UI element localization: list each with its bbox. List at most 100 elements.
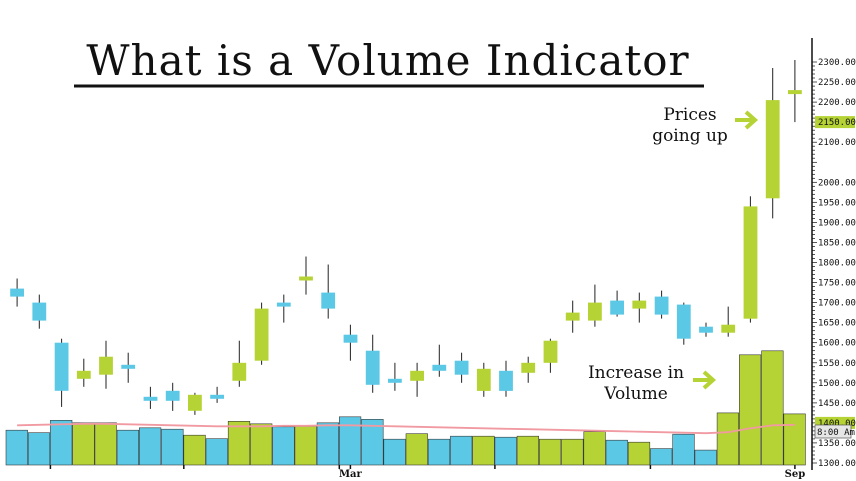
price-tick-label: 1500.00 bbox=[818, 379, 856, 389]
candle-body bbox=[588, 302, 602, 321]
price-tick-label: 1700.00 bbox=[818, 299, 856, 309]
candle bbox=[521, 356, 536, 383]
time-marker-label: 8:00 Am bbox=[817, 428, 855, 438]
volume-bar bbox=[627, 441, 651, 466]
price-candles bbox=[10, 60, 802, 415]
candle bbox=[388, 362, 402, 391]
volume-bar bbox=[338, 416, 362, 466]
candle bbox=[76, 358, 91, 387]
candle bbox=[410, 362, 424, 397]
price-tick-label: 1550.00 bbox=[818, 359, 856, 369]
candle bbox=[165, 382, 180, 411]
candle bbox=[699, 322, 713, 337]
volume-bar bbox=[538, 438, 562, 466]
volume-bar bbox=[716, 412, 739, 466]
price-tick-label: 1450.00 bbox=[818, 399, 856, 409]
volume-bar bbox=[516, 435, 539, 466]
volume-bar bbox=[50, 419, 73, 466]
candle-body bbox=[299, 276, 313, 281]
candle-body bbox=[521, 362, 536, 373]
volume-bar bbox=[94, 422, 117, 466]
candle-body bbox=[276, 302, 291, 307]
volume-bar bbox=[294, 425, 317, 466]
volume-bar bbox=[250, 423, 273, 466]
candle-body bbox=[121, 364, 136, 369]
volume-bar bbox=[427, 438, 451, 466]
candle-body bbox=[765, 100, 780, 199]
volume-bar bbox=[405, 433, 428, 466]
price-tick-label: 2250.00 bbox=[818, 78, 856, 88]
candle-body bbox=[410, 370, 424, 381]
candle bbox=[565, 300, 580, 333]
candle-body bbox=[610, 300, 624, 315]
candle bbox=[254, 302, 269, 365]
candle bbox=[610, 290, 624, 317]
volume-bar bbox=[761, 350, 784, 466]
candle-body bbox=[432, 364, 447, 371]
price-tick-label: 2300.00 bbox=[818, 58, 856, 68]
candle bbox=[765, 68, 780, 219]
time-axis-label: Mar bbox=[339, 469, 363, 480]
price-tick-label: 1400.00 bbox=[818, 419, 856, 429]
chart-title: What is a Volume Indicator bbox=[86, 36, 689, 85]
candle-body bbox=[788, 90, 802, 95]
candle-body bbox=[543, 340, 558, 363]
candle-body bbox=[254, 308, 269, 361]
right-arrow-icon bbox=[693, 370, 717, 390]
candle bbox=[232, 340, 247, 387]
candle bbox=[588, 284, 602, 327]
volume-bars bbox=[5, 350, 806, 466]
volume-bar bbox=[161, 428, 184, 466]
volume-moving-average bbox=[17, 422, 795, 435]
candle bbox=[299, 256, 313, 295]
volume-bar bbox=[361, 418, 384, 466]
candle bbox=[276, 294, 291, 323]
candle bbox=[499, 360, 513, 397]
candle-body bbox=[721, 324, 736, 333]
price-tick-label: 1850.00 bbox=[818, 238, 856, 248]
volume-bar bbox=[605, 439, 628, 466]
price-tick-label: 2200.00 bbox=[818, 98, 856, 108]
candle-body bbox=[454, 360, 469, 375]
candle-body bbox=[632, 300, 647, 309]
candle-body bbox=[165, 390, 180, 401]
volume-bar bbox=[316, 422, 340, 466]
volume-bar bbox=[116, 429, 139, 466]
candle-body bbox=[232, 362, 247, 381]
candle-body bbox=[188, 394, 202, 411]
price-tick-label: 1750.00 bbox=[818, 279, 856, 289]
price-tick-label: 2000.00 bbox=[818, 178, 856, 188]
volume-bar bbox=[450, 435, 473, 466]
prices-annotation-line1: Prices bbox=[663, 105, 716, 125]
volume-bar bbox=[494, 436, 517, 466]
time-axis-label: Sep bbox=[785, 469, 806, 480]
candle bbox=[321, 264, 336, 319]
volume-ma-line bbox=[17, 422, 795, 435]
volume-bar bbox=[383, 438, 406, 466]
candle bbox=[743, 196, 758, 323]
candle bbox=[476, 362, 491, 397]
volume-bar bbox=[694, 449, 717, 466]
price-tick-label: 1600.00 bbox=[818, 339, 856, 349]
volume-bar bbox=[561, 438, 584, 466]
candle bbox=[654, 290, 669, 319]
candle bbox=[99, 340, 113, 389]
candle bbox=[721, 306, 736, 337]
price-tick-label: 1950.00 bbox=[818, 198, 856, 208]
price-label-highlight bbox=[815, 116, 855, 129]
volume-bar bbox=[738, 354, 762, 466]
price-tick-label: 2100.00 bbox=[818, 138, 856, 148]
volume-annotation-line2: Volume bbox=[603, 384, 668, 404]
volume-bar bbox=[672, 433, 695, 466]
volume-bar bbox=[183, 434, 206, 466]
price-tick-label: 1800.00 bbox=[818, 259, 856, 269]
candle bbox=[365, 334, 380, 393]
candle bbox=[10, 278, 24, 307]
candle bbox=[210, 386, 224, 403]
candle bbox=[676, 302, 691, 345]
candle-body bbox=[654, 296, 669, 315]
price-tick-label: 1350.00 bbox=[818, 439, 856, 449]
volume-bar bbox=[650, 448, 673, 466]
candle-body bbox=[99, 356, 113, 375]
